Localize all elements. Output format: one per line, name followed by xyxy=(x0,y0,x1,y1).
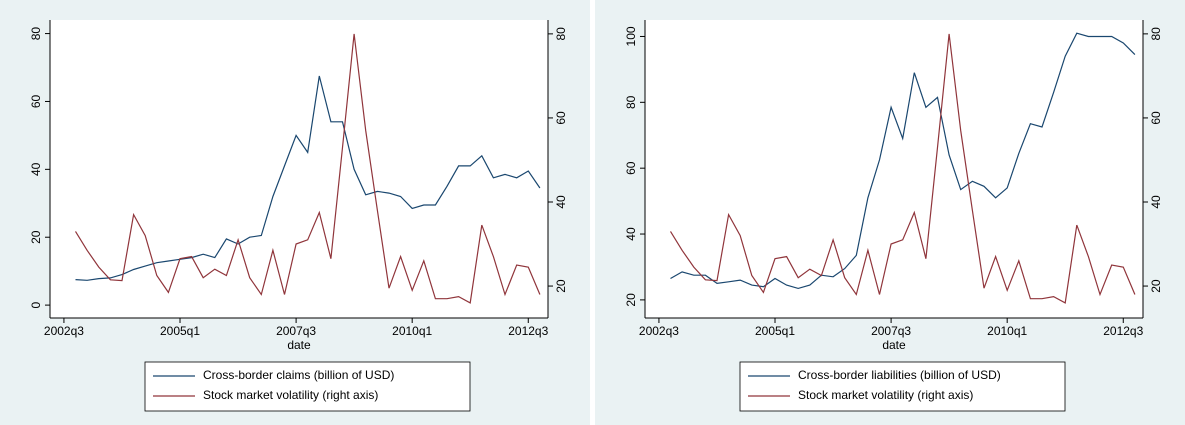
plot-area xyxy=(645,20,1143,318)
x-tick-label: 2010q1 xyxy=(987,324,1027,338)
legend-box xyxy=(739,361,1066,412)
y-tick-label: 20 xyxy=(624,293,638,307)
y2-tick-label: 60 xyxy=(1149,111,1163,125)
legend-label: Cross-border claims (billion of USD) xyxy=(203,368,394,382)
y2-tick-label: 80 xyxy=(1149,27,1163,41)
y2-tick-label: 80 xyxy=(554,27,568,41)
y-tick-label: 100 xyxy=(624,26,638,46)
plot-area xyxy=(50,20,548,318)
y-tick-label: 40 xyxy=(29,162,43,176)
x-tick-label: 2007q3 xyxy=(871,324,911,338)
x-tick-label: 2012q3 xyxy=(508,324,548,338)
x-tick-label: 2002q3 xyxy=(639,324,679,338)
y2-tick-label: 40 xyxy=(1149,195,1163,209)
y-tick-label: 40 xyxy=(624,227,638,241)
x-tick-label: 2012q3 xyxy=(1103,324,1143,338)
x-axis-title: date xyxy=(882,338,906,352)
y-tick-label: 20 xyxy=(29,230,43,244)
x-tick-label: 2002q3 xyxy=(44,324,84,338)
y2-tick-label: 20 xyxy=(554,279,568,293)
y2-tick-label: 60 xyxy=(554,111,568,125)
y2-tick-label: 40 xyxy=(554,195,568,209)
y-tick-label: 60 xyxy=(29,94,43,108)
x-tick-label: 2005q1 xyxy=(755,324,795,338)
y-tick-label: 60 xyxy=(624,161,638,175)
legend-label: Cross-border liabilities (billion of USD… xyxy=(798,368,1001,382)
x-axis-title: date xyxy=(287,338,311,352)
series-line xyxy=(669,33,1136,304)
legend-label: Stock market volatility (right axis) xyxy=(798,388,973,402)
y-tick-label: 0 xyxy=(29,301,43,308)
y-tick-label: 80 xyxy=(624,95,638,109)
x-tick-label: 2005q1 xyxy=(160,324,200,338)
y-tick-label: 80 xyxy=(29,27,43,41)
series-line xyxy=(74,33,541,304)
series-line xyxy=(670,32,1136,290)
x-tick-label: 2010q1 xyxy=(392,324,432,338)
y2-tick-label: 20 xyxy=(1149,279,1163,293)
x-tick-label: 2007q3 xyxy=(276,324,316,338)
legend-box xyxy=(144,361,471,412)
legend-label: Stock market volatility (right axis) xyxy=(203,388,378,402)
